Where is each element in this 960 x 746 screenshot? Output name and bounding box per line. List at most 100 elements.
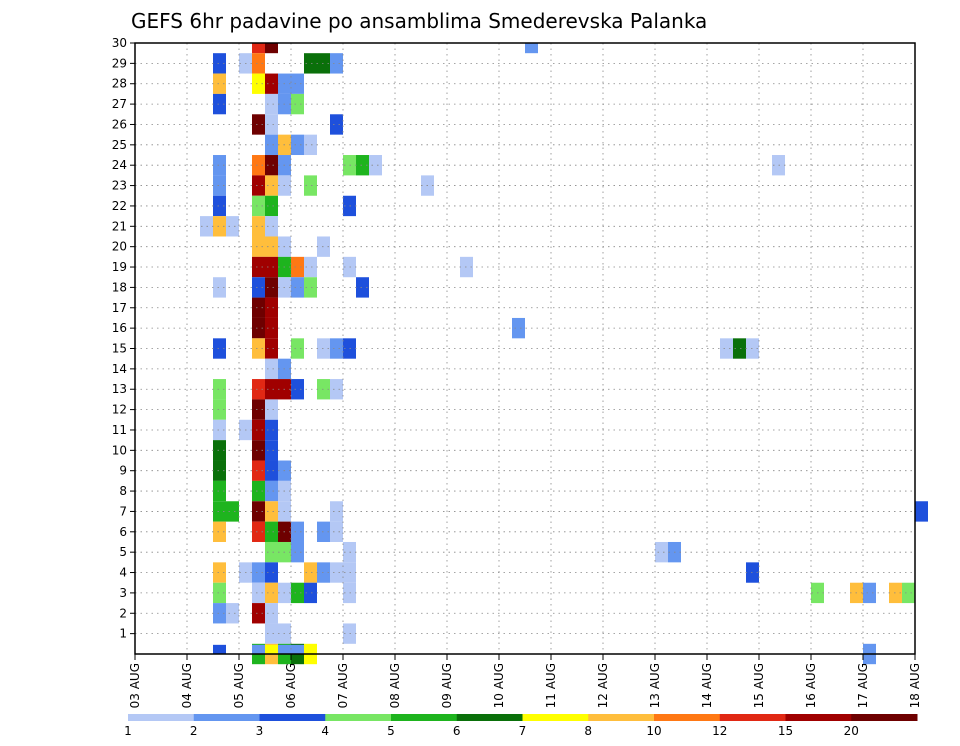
precip-cell (291, 521, 304, 542)
colorbar-label: 4 (321, 724, 329, 738)
precip-cell (330, 379, 343, 400)
y-tick-label: 15 (112, 342, 127, 356)
precip-cell (525, 43, 538, 54)
precip-cell (213, 399, 226, 420)
precip-cell (265, 623, 278, 644)
precip-cell (265, 297, 278, 318)
precip-cell (291, 93, 304, 115)
precip-cell (291, 256, 304, 278)
y-tick-label: 10 (112, 443, 127, 457)
precip-cell (213, 603, 226, 624)
precip-cell (265, 73, 278, 94)
precip-cell (278, 644, 291, 655)
y-tick-label: 22 (112, 199, 127, 213)
precip-cell (252, 419, 265, 441)
precip-cell (252, 644, 265, 655)
x-tick-label: 04 AUG (180, 663, 194, 708)
precip-cell (265, 603, 278, 624)
precip-cell (252, 43, 265, 54)
y-tick-label: 19 (112, 260, 127, 274)
precip-cell (252, 399, 265, 420)
precip-cell (252, 379, 265, 400)
precip-cell (252, 53, 265, 74)
precip-cell (265, 562, 278, 583)
precip-cell (213, 155, 226, 176)
y-tick-label: 29 (112, 56, 127, 70)
precip-cell (252, 603, 265, 624)
colorbar-swatch (522, 714, 589, 721)
precip-cell (265, 195, 278, 217)
precip-cell (655, 541, 668, 563)
precip-cell (330, 521, 343, 542)
precip-cell (252, 317, 265, 339)
precip-cell (265, 43, 278, 54)
x-tick-label: 08 AUG (388, 663, 402, 708)
precip-cell (213, 195, 226, 217)
y-tick-label: 20 (112, 240, 127, 254)
precip-cell (265, 644, 278, 655)
precip-cell (915, 501, 928, 522)
precip-cell (265, 399, 278, 420)
precip-cell (265, 358, 278, 380)
precip-cell (252, 521, 265, 542)
colorbar-swatch (719, 714, 786, 721)
y-tick-label: 21 (112, 219, 127, 233)
precip-cell (213, 277, 226, 298)
precip-cell (265, 501, 278, 522)
y-tick-label: 16 (112, 321, 127, 335)
precip-cell (265, 338, 278, 359)
colorbar-label: 10 (646, 724, 661, 738)
precip-cell (265, 134, 278, 156)
precip-cell (213, 175, 226, 196)
precip-cell (252, 277, 265, 298)
colorbar-label: 2 (190, 724, 198, 738)
y-tick-label: 17 (112, 301, 127, 315)
x-tick-label: 05 AUG (232, 663, 246, 708)
precip-cell (252, 562, 265, 583)
colorbar-swatch (259, 714, 326, 721)
colorbar-label: 8 (584, 724, 592, 738)
colorbar-swatch (588, 714, 655, 721)
precip-cell (252, 195, 265, 217)
x-tick-label: 12 AUG (596, 663, 610, 708)
precip-cell (291, 73, 304, 94)
y-tick-label: 30 (112, 36, 127, 50)
precip-cell (720, 338, 733, 359)
precip-cell (252, 480, 265, 502)
precip-cell (863, 582, 876, 604)
x-axis: 03 AUG 04 AUG 05 AUG 06 AUG 07 AUG 08 AUG 09 A… (128, 654, 922, 708)
precip-cell (304, 134, 317, 156)
precip-cell (213, 379, 226, 400)
colorbar-label: 20 (844, 724, 859, 738)
precip-cell (265, 114, 278, 135)
x-tick-label: 07 AUG (336, 663, 350, 708)
y-tick-label: 7 (119, 504, 127, 518)
precip-cell (291, 582, 304, 604)
x-tick-label: 16 AUG (804, 663, 818, 708)
precip-cell (265, 93, 278, 115)
y-tick-label: 2 (119, 606, 127, 620)
precip-cell (265, 440, 278, 461)
colorbar-legend: 1 2 3 4 5 6 7 8 10 12 15 20 (124, 714, 918, 738)
y-tick-label: 24 (112, 158, 127, 172)
precip-cell (265, 236, 278, 257)
precip-cell (252, 460, 265, 481)
precip-cell (291, 338, 304, 359)
precip-cell (213, 419, 226, 441)
colorbar-label: 1 (124, 724, 132, 738)
precip-cell (252, 114, 265, 135)
y-tick-label: 9 (119, 464, 127, 478)
precip-cell (265, 216, 278, 237)
precip-cell (265, 155, 278, 176)
y-tick-label: 5 (119, 545, 127, 559)
precip-cell (291, 379, 304, 400)
colorbar-swatch (851, 714, 918, 721)
precip-cell (252, 297, 265, 318)
precip-cell (291, 541, 304, 563)
plot-frame (134, 42, 916, 655)
precip-cell (512, 317, 525, 339)
precip-cell (356, 277, 369, 298)
precip-cell (265, 521, 278, 542)
